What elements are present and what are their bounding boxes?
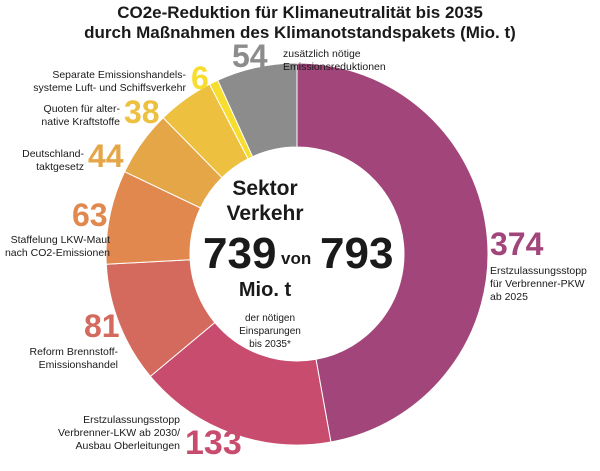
center-von: von [281, 249, 312, 268]
slice-label-brennstoff: Reform Brennstoff- Emissionshandel [0, 346, 118, 372]
slice-label-lkw: Erstzulassungsstopp Verbrenner-LKW ab 20… [40, 414, 180, 453]
brennstoff-line-1: Reform Brennstoff- [29, 346, 118, 358]
sector-line-2: Verkehr [226, 202, 304, 225]
center-total: 793 [320, 229, 394, 278]
zusaetzlich-line-2: Emissionsreduktionen [283, 61, 386, 73]
donut-slice-0 [296, 62, 489, 443]
quoten-line-2: native Kraftstoffe [41, 116, 120, 128]
slice-label-takt: Deutschland- taktgesetz [0, 148, 84, 174]
takt-line-1: Deutschland- [22, 148, 84, 160]
pkw-line-3: ab 2025 [490, 291, 528, 303]
pkw-line-2: für Verbrenner-PKW [490, 278, 585, 290]
chart-title: CO2e-Reduktion für Klimaneutralität bis … [0, 3, 600, 43]
title-line-2: durch Maßnahmen des Klimanotstandspakets… [84, 23, 516, 42]
separate-line-2: systeme Luft- und Schiffsverkehr [33, 82, 186, 94]
maut-line-2: nach CO2-Emissionen [4, 247, 110, 259]
slice-value-quoten: 38 [124, 94, 160, 130]
desc-line-2: bis 2035* [249, 339, 291, 350]
slice-label-zusaetzlich: zusätzlich nötige Emissionsreduktionen [283, 48, 386, 74]
slice-label-quoten: Quoten für alter- native Kraftstoffe [0, 103, 120, 129]
slice-value-brennstoff: 81 [84, 308, 120, 344]
separate-line-1: Separate Emissionshandels- [52, 69, 186, 81]
takt-line-2: taktgesetz [36, 161, 84, 173]
zusaetzlich-line-1: zusätzlich nötige [283, 48, 361, 60]
brennstoff-line-2: Emissionshandel [38, 359, 118, 371]
slice-label-pkw: Erstzulassungsstopp für Verbrenner-PKW a… [490, 265, 587, 304]
slice-label-maut: Staffelung LKW-Maut nach CO2-Emissionen [0, 234, 110, 260]
quoten-line-1: Quoten für alter- [43, 103, 120, 115]
sector-line-1: Sektor [232, 177, 298, 200]
slice-value-maut: 63 [72, 197, 108, 233]
slice-value-separate: 6 [191, 60, 209, 96]
slice-value-zusaetzlich: 54 [232, 38, 268, 74]
lkw-line-1: Erstzulassungsstopp [83, 414, 180, 426]
center-sector-label: Sektor Verkehr [195, 176, 335, 226]
slice-label-separate: Separate Emissionshandels- systeme Luft-… [20, 69, 186, 95]
slice-value-pkw: 374 [490, 226, 544, 262]
pkw-line-1: Erstzulassungsstopp [490, 265, 587, 277]
slice-value-takt: 44 [88, 138, 124, 174]
title-line-1: CO2e-Reduktion für Klimaneutralität bis … [117, 3, 483, 22]
center-value: 739 [203, 229, 277, 278]
slice-value-lkw: 133 [185, 424, 242, 462]
center-description: der nötigen Einsparungen bis 2035* [225, 312, 315, 351]
donut-slice-7 [217, 62, 298, 158]
desc-line-1: der nötigen Einsparungen [239, 313, 301, 337]
maut-line-1: Staffelung LKW-Maut [10, 234, 110, 246]
center-unit: Mio. t [238, 279, 292, 301]
lkw-line-2: Verbrenner-LKW ab 2030/ [58, 427, 180, 439]
lkw-line-3: Ausbau Oberleitungen [75, 440, 181, 452]
